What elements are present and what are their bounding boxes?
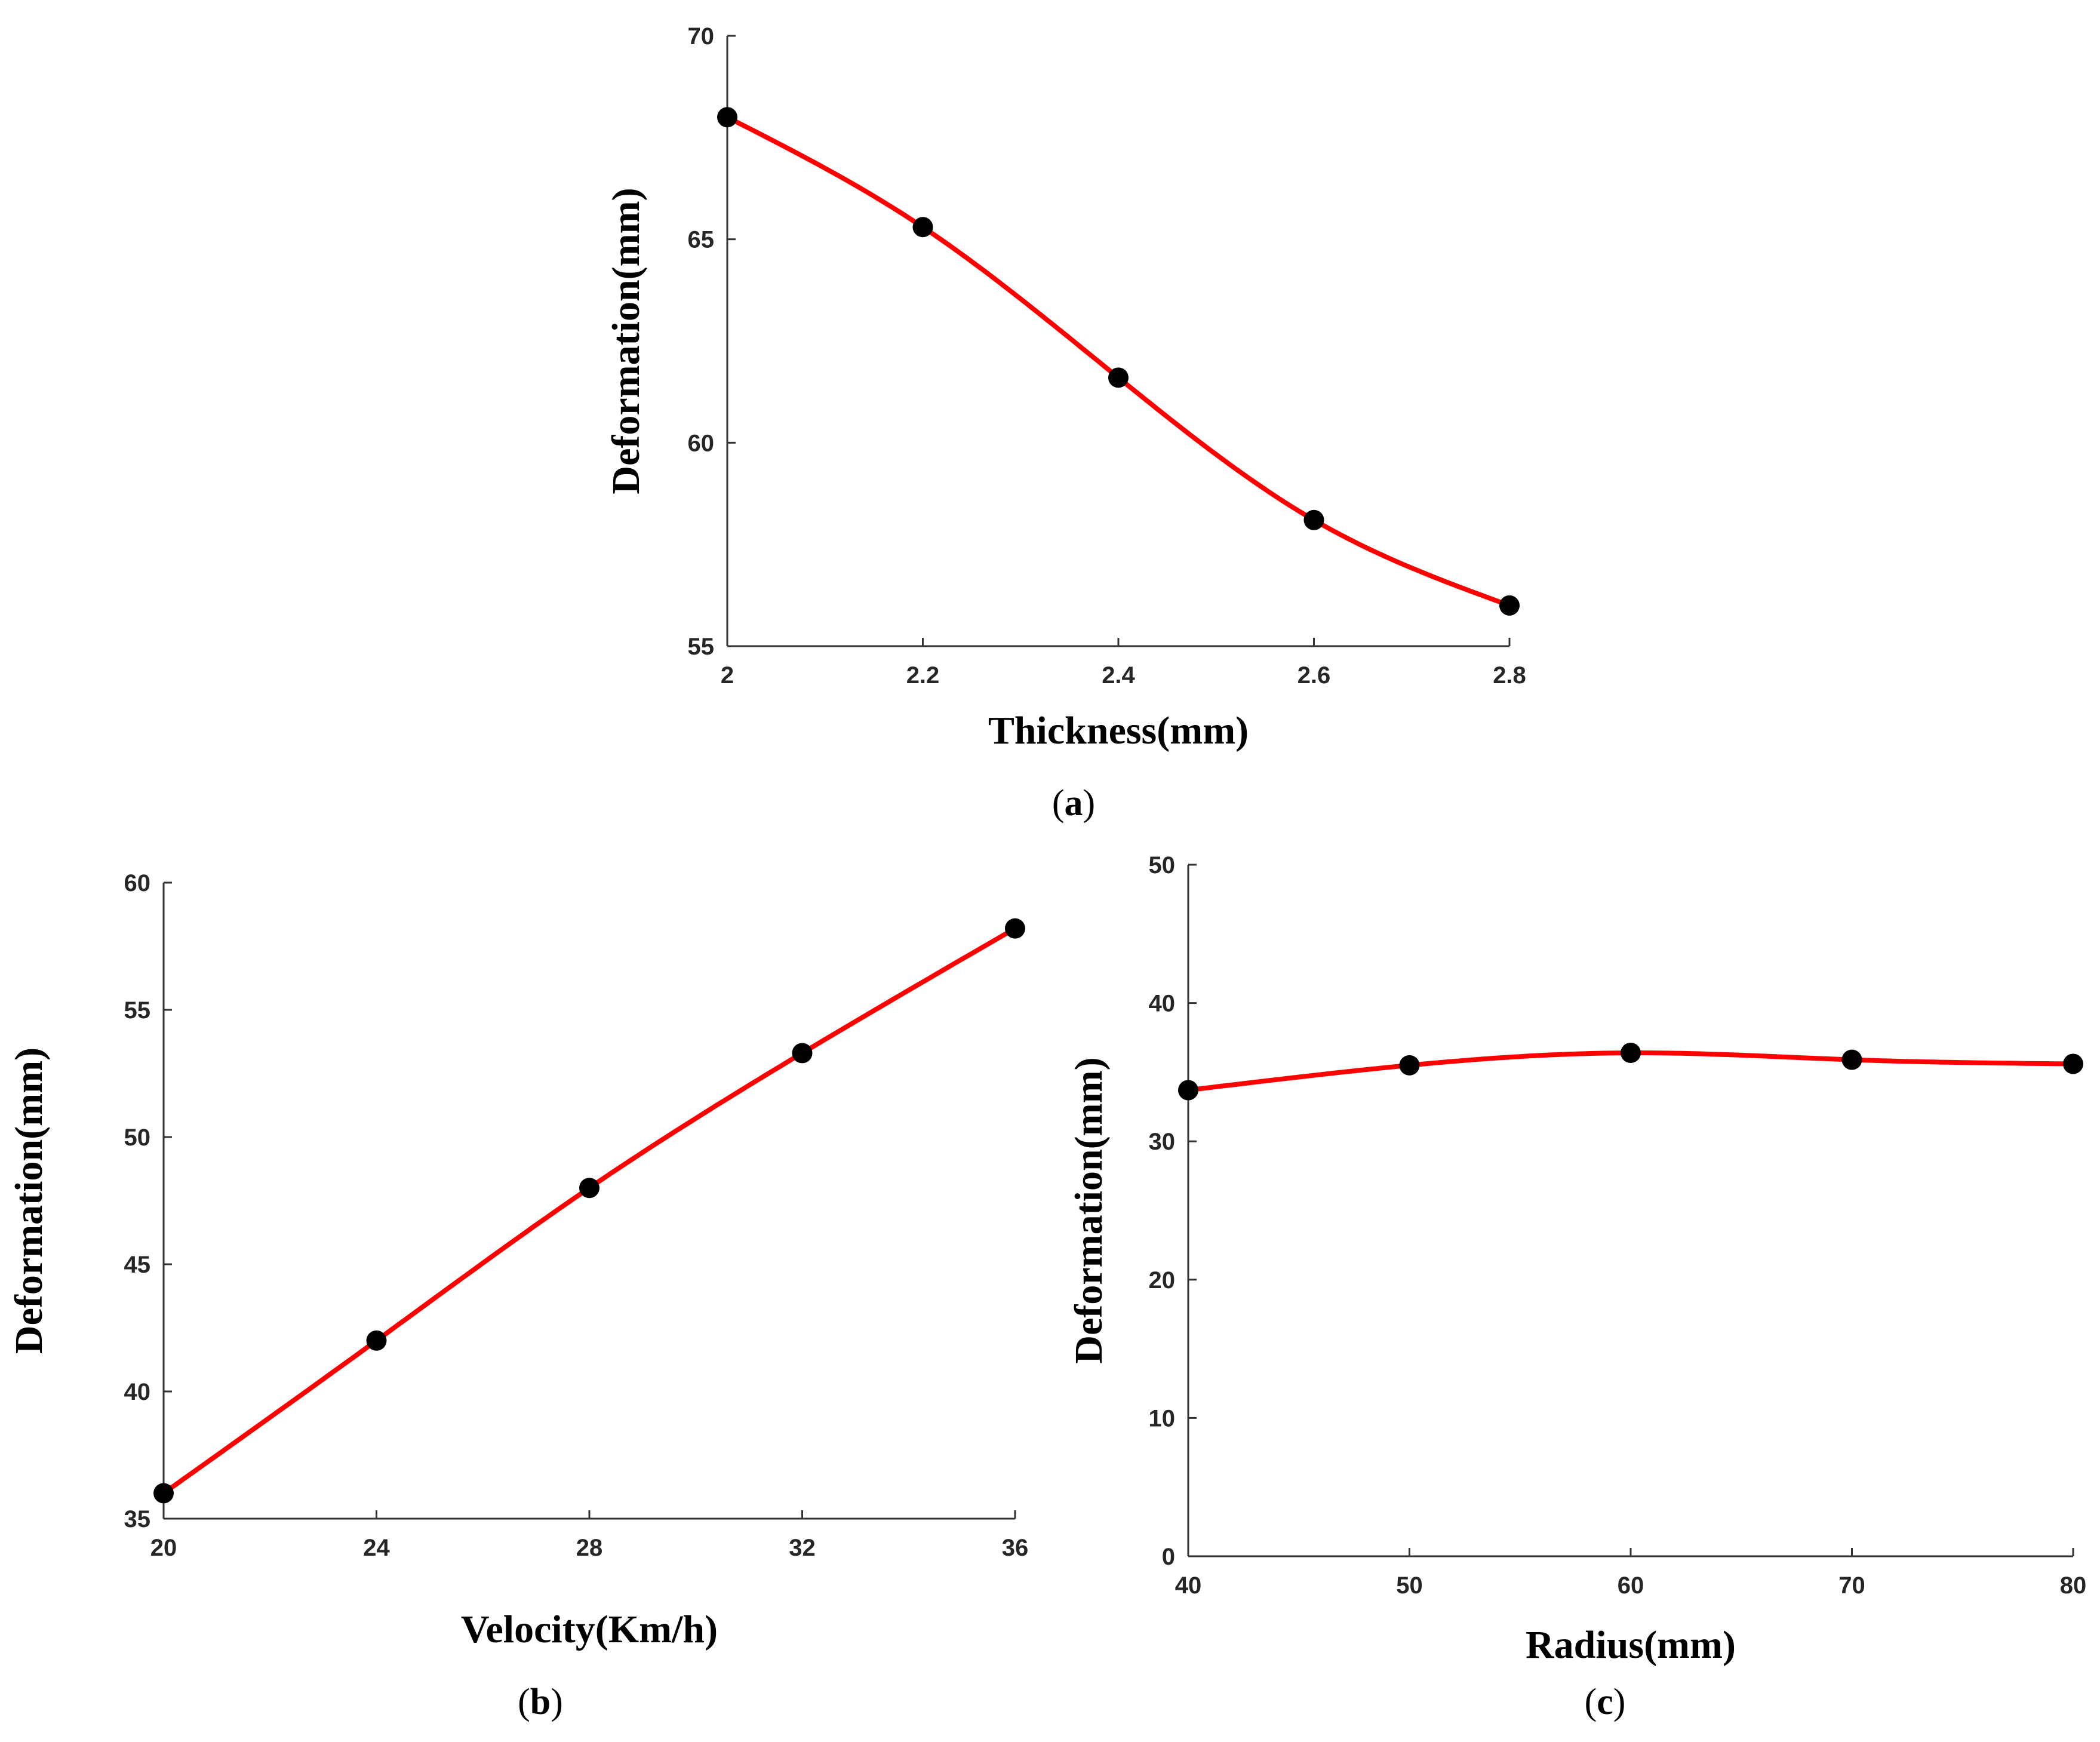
data-point (579, 1178, 599, 1199)
panel-label-open-paren: ( (1585, 1682, 1597, 1722)
data-point (1005, 918, 1025, 939)
x-tick-label: 2.8 (1493, 662, 1526, 689)
y-axis-title: Deformation(mm) (7, 1047, 51, 1354)
y-tick-label: 70 (688, 23, 715, 50)
y-tick-label: 10 (1149, 1405, 1176, 1431)
panel-label: (a) (1052, 783, 1095, 824)
panel-label-letter: c (1597, 1682, 1613, 1722)
x-axis-title: Thickness(mm) (988, 709, 1249, 752)
y-tick-label: 30 (1149, 1129, 1176, 1155)
panel-label-close-paren: ) (551, 1682, 563, 1722)
x-tick-label: 80 (2060, 1572, 2087, 1599)
data-point (1499, 595, 1520, 616)
data-point (1108, 367, 1129, 388)
x-tick-label: 20 (150, 1535, 177, 1561)
y-tick-label: 60 (688, 430, 715, 456)
data-point (153, 1483, 174, 1504)
chart-panel-b: 35 40 45 50 55 60 20 24 28 32 36 Velocity(Km/h) Defo… (7, 870, 1028, 1722)
panel-label: (c) (1585, 1682, 1626, 1722)
data-point (1178, 1080, 1198, 1101)
panel-label-close-paren: ) (1613, 1682, 1626, 1722)
x-tick-label: 24 (363, 1535, 390, 1561)
y-tick-label: 40 (124, 1379, 151, 1405)
series-line (725, 115, 1512, 608)
y-tick-label: 65 (688, 227, 715, 253)
y-axis-title: Deformation(mm) (1067, 1057, 1111, 1363)
y-tick-label: 0 (1162, 1544, 1175, 1570)
chart-panel-a: 55 60 65 70 2 2.2 2.4 2.6 2.8 Thickness(mm) Deform… (604, 23, 1526, 824)
y-tick-label: 50 (124, 1125, 151, 1151)
y-tick-label: 35 (124, 1506, 151, 1532)
x-tick-label: 40 (1175, 1572, 1202, 1599)
panel-label-letter: b (530, 1682, 551, 1722)
y-tick-label: 45 (124, 1252, 151, 1278)
x-tick-label: 36 (1002, 1535, 1029, 1561)
x-tick-label: 2.2 (906, 662, 940, 689)
y-axis-title: Deformation(mm) (604, 188, 648, 494)
y-tick-label: 55 (124, 997, 151, 1024)
data-point (717, 107, 737, 128)
y-tick-label: 60 (124, 870, 151, 896)
x-tick-label: 70 (1838, 1572, 1865, 1599)
data-point (792, 1043, 813, 1064)
chart-panel-c: 0 10 20 30 40 50 40 50 60 70 80 Radius(mm) Deformati… (1067, 852, 2086, 1722)
data-point (2063, 1053, 2083, 1074)
y-tick-label: 55 (688, 634, 715, 660)
x-tick-label: 2 (721, 662, 734, 689)
x-tick-label: 32 (789, 1535, 816, 1561)
panel-label-letter: a (1065, 783, 1083, 824)
x-tick-label: 60 (1618, 1572, 1644, 1599)
panel-label-close-paren: ) (1083, 783, 1096, 824)
data-point (1399, 1055, 1420, 1076)
data-point (1621, 1042, 1641, 1063)
panel-label-open-paren: ( (1052, 783, 1065, 824)
panel-label: (b) (518, 1682, 563, 1722)
y-tick-label: 50 (1149, 852, 1176, 878)
y-tick-label: 20 (1149, 1267, 1176, 1294)
x-tick-label: 2.4 (1102, 662, 1135, 689)
x-tick-label: 28 (576, 1535, 603, 1561)
x-tick-label: 50 (1396, 1572, 1423, 1599)
data-point (1303, 509, 1324, 530)
series-line (161, 926, 1017, 1496)
data-point (1841, 1049, 1862, 1070)
data-point (366, 1330, 387, 1351)
y-tick-label: 40 (1149, 991, 1176, 1017)
data-point (912, 217, 933, 238)
x-axis-title: Radius(mm) (1526, 1623, 1736, 1667)
x-axis-title: Velocity(Km/h) (461, 1608, 718, 1651)
x-tick-label: 2.6 (1297, 662, 1331, 689)
panel-label-open-paren: ( (518, 1682, 530, 1722)
